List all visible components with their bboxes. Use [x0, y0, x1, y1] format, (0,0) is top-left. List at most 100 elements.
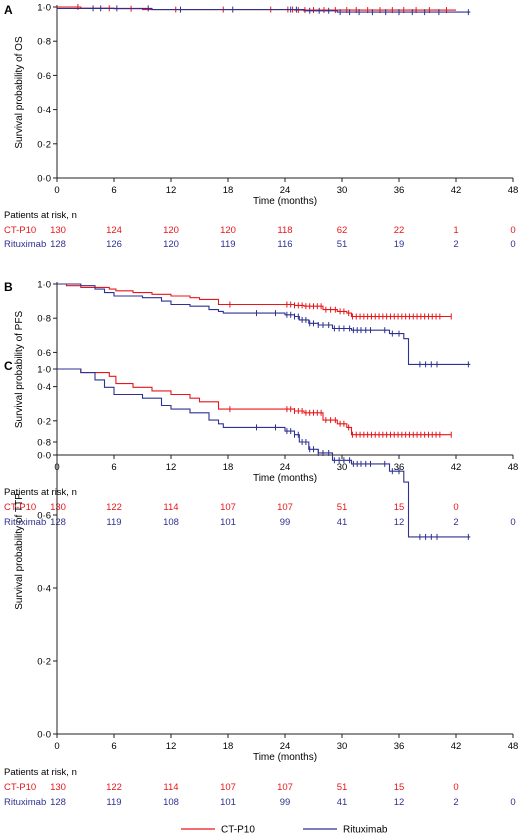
panel-letter: B — [4, 280, 13, 294]
x-tick-label: 18 — [223, 185, 234, 196]
km-panel-a: A0·00·20·40·60·81·00 6 12 18 24 30 36 42 48Time … — [4, 3, 518, 251]
x-tick-label: 48 — [508, 741, 519, 752]
x-tick-label: 42 — [451, 185, 462, 196]
x-tick-label: 12 — [166, 741, 177, 752]
risk-count: 0 — [510, 239, 515, 250]
risk-count: 12 — [394, 797, 405, 808]
series-line-ct-p10 — [57, 283, 452, 318]
risk-count: 51 — [337, 239, 348, 250]
risk-count: 2 — [453, 517, 458, 528]
y-tick-label: 0·0 — [37, 730, 51, 741]
risk-count: 15 — [394, 782, 405, 793]
risk-count: 22 — [394, 225, 405, 236]
risk-count: 119 — [220, 239, 235, 250]
y-tick-label: 0·8 — [37, 37, 51, 48]
risk-row-label: Rituximab — [4, 797, 46, 808]
risk-count: 122 — [106, 502, 122, 513]
x-tick-label: 24 — [280, 741, 291, 752]
panel-letter: C — [4, 359, 13, 373]
x-tick-label: 24 — [280, 185, 291, 196]
x-axis-label: Time (months) — [253, 196, 317, 207]
series-line-rituximab — [57, 368, 471, 538]
y-tick-label: 0·6 — [37, 511, 51, 522]
series-line-rituximab — [57, 7, 471, 13]
risk-count: 101 — [220, 517, 236, 528]
x-tick-label: 0 — [54, 741, 59, 752]
risk-count: 120 — [163, 239, 179, 250]
risk-count: 2 — [453, 797, 458, 808]
x-tick-label: 48 — [508, 185, 519, 196]
risk-count: 1 — [453, 225, 458, 236]
risk-count: 120 — [163, 225, 179, 236]
y-tick-label: 1·0 — [37, 365, 51, 376]
x-tick-label: 48 — [508, 462, 519, 473]
y-axis-label: Survival probability of OS — [14, 36, 25, 149]
y-tick-label: 0·0 — [37, 174, 51, 185]
y-tick-label: 0·6 — [37, 348, 51, 359]
x-tick-label: 30 — [337, 185, 348, 196]
x-tick-label: 6 — [111, 185, 116, 196]
km-panel-b: B 0·0 0·2 0·4 0·6 0·8 1·0 0 6 12 18 24 30 36 42 48 Time … — [4, 280, 518, 529]
risk-count: 0 — [510, 797, 515, 808]
risk-count: 130 — [50, 225, 66, 236]
risk-count: 108 — [163, 797, 179, 808]
series-line-ct-p10 — [57, 368, 452, 436]
risk-count: 51 — [337, 502, 348, 513]
risk-count: 99 — [280, 797, 291, 808]
risk-count: 99 — [280, 517, 291, 528]
risk-count: 0 — [453, 502, 458, 513]
x-tick-label: 6 — [111, 741, 116, 752]
risk-count: 41 — [337, 517, 348, 528]
risk-row-label: Rituximab — [4, 517, 46, 528]
x-tick-label: 42 — [451, 462, 462, 473]
y-tick-label: 0·4 — [37, 584, 51, 595]
x-tick-label: 36 — [394, 185, 405, 196]
x-tick-label: 6 — [111, 462, 116, 473]
x-axis-label: Time (months) — [253, 752, 317, 763]
risk-count: 51 — [337, 782, 348, 793]
risk-count: 108 — [163, 517, 179, 528]
x-tick-label: 12 — [166, 185, 177, 196]
risk-count: 19 — [394, 239, 405, 250]
y-tick-label: 1·0 — [37, 280, 51, 291]
risk-count: 119 — [106, 797, 121, 808]
risk-table-title: Patients at risk, n — [4, 487, 77, 498]
x-tick-label: 0 — [54, 185, 59, 196]
panel-letter: A — [4, 3, 13, 17]
risk-count: 114 — [163, 782, 178, 793]
risk-count: 130 — [50, 782, 66, 793]
x-tick-label: 36 — [394, 741, 405, 752]
y-tick-label: 0·2 — [37, 416, 51, 427]
risk-row-label: Rituximab — [4, 239, 46, 250]
risk-count: 114 — [163, 502, 178, 513]
legend-label: CT-P10 — [221, 825, 255, 836]
risk-count: 0 — [453, 782, 458, 793]
risk-count: 62 — [337, 225, 348, 236]
x-axis-label: Time (months) — [253, 473, 317, 484]
x-tick-label: 12 — [166, 462, 177, 473]
risk-count: 12 — [394, 517, 405, 528]
risk-count: 15 — [394, 502, 405, 513]
x-tick-label: 18 — [223, 462, 234, 473]
legend-label: Rituximab — [343, 825, 388, 836]
y-tick-label: 0·6 — [37, 71, 51, 82]
risk-count: 126 — [106, 239, 122, 250]
x-tick-label: 30 — [337, 741, 348, 752]
risk-count: 0 — [510, 225, 515, 236]
risk-table-title: Patients at risk, n — [4, 210, 77, 221]
x-tick-label: 24 — [280, 462, 291, 473]
risk-count: 128 — [50, 797, 66, 808]
y-tick-label: 0·0 — [37, 451, 51, 462]
risk-count: 2 — [453, 239, 458, 250]
x-tick-label: 30 — [337, 462, 348, 473]
risk-count: 107 — [220, 782, 236, 793]
km-panel-c: C 0·0 0·2 0·4 0·6 0·8 1·0 0 6 12 18 24 30 36 42 48 Time … — [4, 359, 518, 808]
risk-count: 130 — [50, 502, 66, 513]
y-tick-label: 1·0 — [37, 3, 51, 14]
risk-count: 118 — [277, 225, 292, 236]
risk-row-label: CT-P10 — [4, 225, 36, 236]
y-tick-label: 0·8 — [37, 314, 51, 325]
y-axis-label: Survival probability of TTP — [14, 493, 25, 610]
y-tick-label: 0·4 — [37, 105, 51, 116]
